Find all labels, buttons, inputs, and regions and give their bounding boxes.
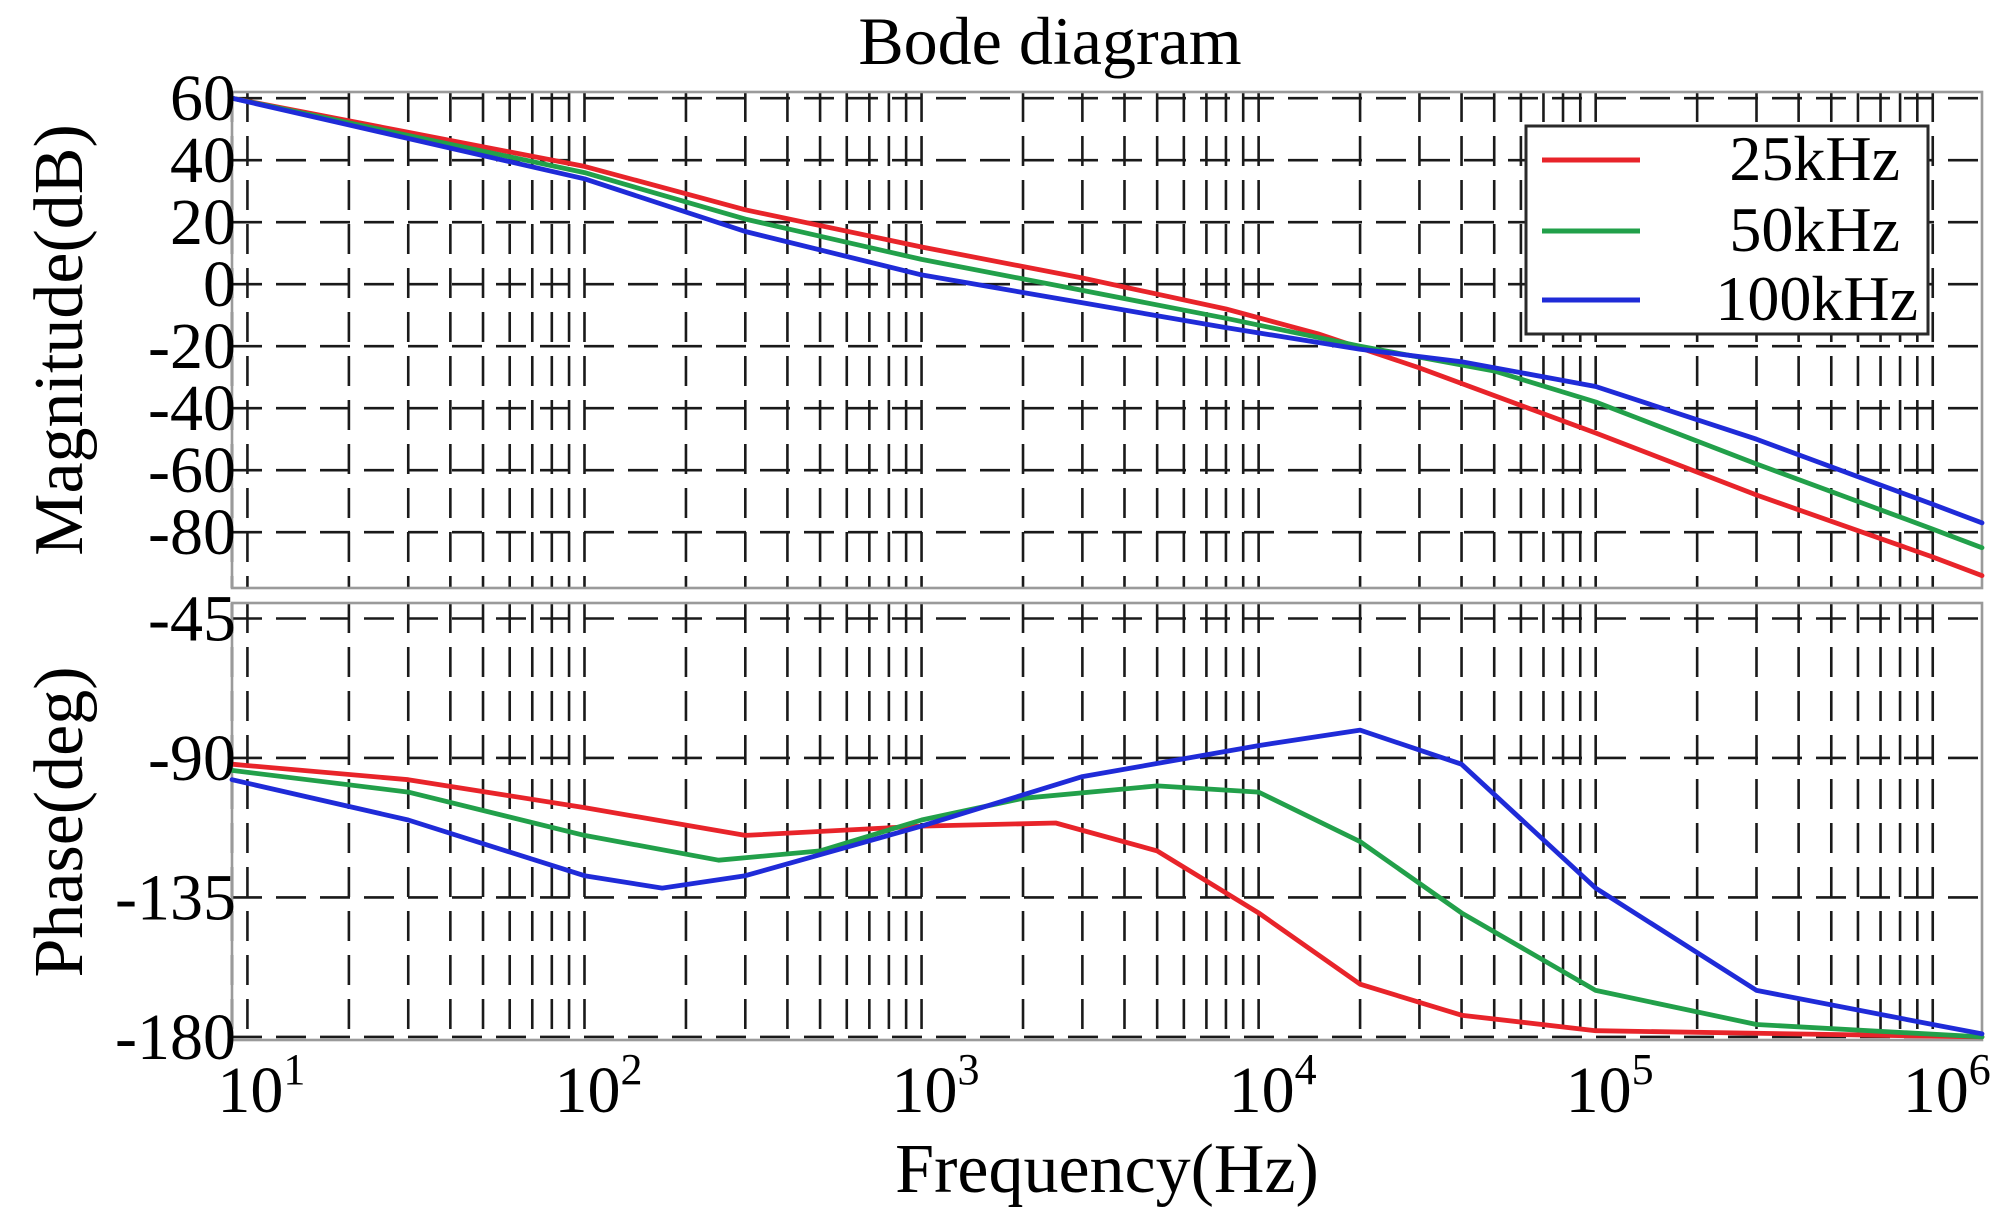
magnitude-y-tick-label: -20 [148, 310, 236, 383]
phase-curves [229, 727, 1985, 1040]
magnitude-y-tick-label: 60 [170, 62, 236, 135]
magnitude-y-tick-label: 0 [203, 248, 236, 321]
magnitude-y-axis-label: Magnitude(dB) [21, 124, 98, 556]
phase-grid [230, 603, 1982, 1040]
phase-plot-frame [230, 601, 1984, 1042]
phase-y-tick-labels: -45 -90 -135 -180 [115, 582, 236, 1073]
magnitude-grid [230, 92, 1982, 588]
x-tick-label: 103 [892, 1045, 980, 1127]
phase-y-tick-label: -90 [148, 722, 236, 795]
x-tick-label: 101 [217, 1045, 305, 1127]
legend: 25kHz 50kHz 100kHz [1524, 123, 1930, 336]
phase-y-tick-label: -180 [115, 1001, 236, 1074]
legend-label-50khz: 50kHz [1729, 194, 1900, 265]
phase-y-tick-label: -135 [115, 861, 236, 934]
x-tick-label: 104 [1229, 1045, 1317, 1127]
phase-series-25khz [229, 761, 1985, 1040]
magnitude-plot-frame [230, 90, 1984, 590]
x-tick-label: 105 [1566, 1045, 1654, 1127]
magnitude-series-25khz [229, 95, 1985, 578]
magnitude-series-100khz [229, 95, 1985, 526]
legend-label-25khz: 25kHz [1729, 123, 1900, 194]
phase-panel: -45 -90 -135 -180 Phase(deg) [21, 582, 1985, 1074]
phase-y-tick-label: -45 [148, 582, 236, 655]
magnitude-y-tick-label: 20 [170, 186, 236, 259]
phase-series-100khz [229, 727, 1985, 1037]
x-axis-label: Frequency(Hz) [895, 1131, 1319, 1208]
x-tick-label: 102 [554, 1045, 642, 1127]
phase-series-50khz [229, 768, 1985, 1040]
magnitude-y-tick-label: -60 [148, 434, 236, 507]
magnitude-y-tick-label: -80 [148, 496, 236, 569]
legend-label-100khz: 100kHz [1715, 263, 1918, 334]
x-tick-label: 106 [1903, 1045, 1991, 1127]
magnitude-series-50khz [229, 95, 1985, 551]
magnitude-y-tick-label: -40 [148, 372, 236, 445]
magnitude-y-tick-label: 40 [170, 124, 236, 197]
magnitude-curves [229, 95, 1985, 578]
chart-title: Bode diagram [858, 3, 1241, 79]
x-tick-labels: 101 102 103 104 105 106 [217, 1045, 1990, 1127]
phase-y-axis-label: Phase(deg) [21, 666, 98, 977]
